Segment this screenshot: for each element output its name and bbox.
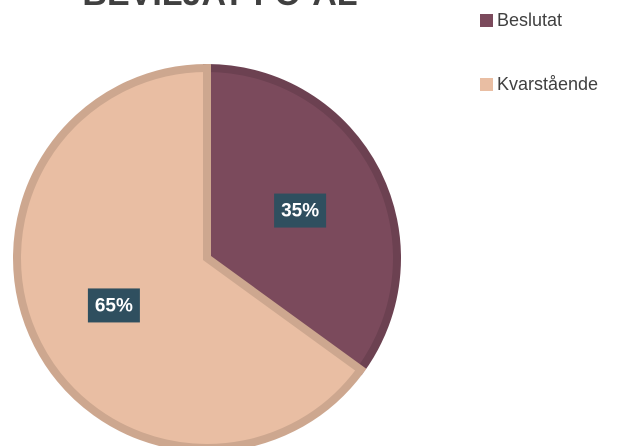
- legend-swatch: [480, 14, 493, 27]
- legend-swatch: [480, 78, 493, 91]
- chart-title: BEVILJAT FÖ-AL: [82, 0, 357, 13]
- legend-label: Kvarstående: [497, 74, 598, 94]
- data-label: 65%: [95, 295, 133, 316]
- data-label: 35%: [281, 201, 319, 222]
- data-label-box: [274, 193, 327, 228]
- legend-label: Beslutat: [497, 10, 562, 30]
- pie-slice: [13, 63, 367, 446]
- data-label-box: [87, 288, 140, 323]
